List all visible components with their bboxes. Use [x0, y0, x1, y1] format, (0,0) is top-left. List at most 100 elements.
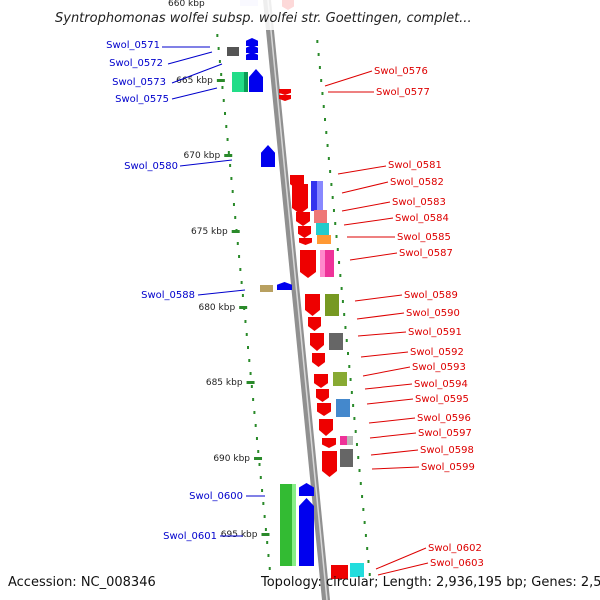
gene-label-swol-0581: Swol_0581 — [388, 160, 442, 171]
gene-arrow-plus — [277, 282, 292, 290]
tick-label: 665 kbp — [176, 76, 213, 86]
gene-arrow-plus — [246, 45, 258, 53]
track-dot — [336, 248, 339, 251]
gene-arrow-minus — [279, 95, 291, 101]
track-dot — [250, 385, 253, 388]
track-dot — [220, 73, 223, 76]
gene-label-swol-0591: Swol_0591 — [408, 327, 462, 338]
tick-label: 670 kbp — [184, 151, 221, 161]
gene-label-swol-0573: Swol_0573 — [112, 77, 166, 88]
track-dot — [357, 456, 360, 459]
gene-label-swol-0584: Swol_0584 — [395, 213, 449, 224]
gene-label-swol-0599: Swol_0599 — [421, 462, 475, 473]
track-dot — [359, 482, 362, 485]
gene-arrow-plus — [249, 69, 263, 92]
track-dot — [326, 144, 329, 147]
tick-mark — [254, 457, 263, 460]
gene-arrow-plus — [299, 498, 314, 566]
track-dot — [255, 437, 258, 440]
gene-block — [227, 47, 239, 56]
backbone-bar — [263, 0, 330, 600]
track-dot — [218, 60, 221, 63]
gene-block — [325, 294, 339, 316]
label-leader-line — [369, 432, 417, 439]
label-leader-line — [354, 294, 403, 302]
tick-mark — [231, 230, 240, 233]
gene-labels: Swol_0571 Swol_0572 Swol_0573 Swol_0575 Swol… — [106, 40, 484, 576]
gene-block — [331, 565, 348, 579]
label-leader-line — [197, 289, 246, 296]
track-dot — [264, 528, 267, 531]
gene-block — [232, 72, 246, 92]
track-dot — [245, 333, 248, 336]
label-leader-line — [349, 252, 398, 261]
gene-label-swol-0571: Swol_0571 — [106, 40, 160, 51]
gene-label-swol-0587: Swol_0587 — [399, 248, 453, 259]
gene-label-swol-0595: Swol_0595 — [415, 394, 469, 405]
gene-features — [227, 0, 364, 579]
gene-block — [244, 72, 248, 92]
backbone-highlight — [267, 0, 328, 600]
track-dot — [222, 99, 225, 102]
track-dot — [361, 495, 364, 498]
tick-label: 685 kbp — [206, 378, 243, 388]
label-leader-line — [370, 449, 419, 456]
track-dot — [253, 411, 256, 414]
label-leader-line — [324, 70, 373, 87]
gene-block — [317, 181, 323, 211]
track-dot — [268, 567, 271, 570]
gene-label-swol-0588: Swol_0588 — [141, 290, 195, 301]
gene-arrow-plus — [246, 52, 258, 60]
gene-label-swol-0593: Swol_0593 — [412, 362, 466, 373]
track-dot — [334, 222, 337, 225]
gene-block — [336, 399, 350, 417]
gene-label-swol-0602: Swol_0602 — [428, 543, 482, 554]
gene-block — [350, 563, 364, 577]
label-leader-line — [171, 63, 223, 84]
gene-label-swol-0597: Swol_0597 — [418, 428, 472, 439]
track-dot — [259, 476, 262, 479]
tick-marks: 665 kbp 670 kbp 675 kbp 680 kbp 685 kbp 690 k… — [176, 76, 270, 540]
gene-block — [292, 484, 296, 566]
gene-arrow-minus — [292, 184, 308, 214]
gene-block — [329, 333, 343, 350]
tick-mark — [224, 154, 233, 157]
gene-arrow-minus — [316, 389, 329, 402]
track-dot — [247, 346, 250, 349]
track-dot — [229, 164, 232, 167]
gene-block — [320, 250, 325, 277]
track-dot — [341, 300, 344, 303]
tick-label: 680 kbp — [198, 303, 235, 313]
track-dot — [321, 92, 324, 95]
track-dot — [257, 450, 260, 453]
track-dot — [318, 66, 321, 69]
gene-label-swol-0582: Swol_0582 — [390, 177, 444, 188]
gene-label-swol-0580: Swol_0580 — [124, 161, 178, 172]
gene-label-swol-0575: Swol_0575 — [115, 94, 169, 105]
gene-label-swol-0594: Swol_0594 — [414, 379, 468, 390]
gene-arrow-minus — [319, 419, 333, 436]
track-dot — [231, 190, 234, 193]
label-leader-line — [366, 398, 414, 405]
track-dot — [350, 391, 353, 394]
track-dot — [353, 417, 356, 420]
gene-arrow-minus — [310, 333, 324, 351]
gene-block — [317, 235, 331, 244]
track-dot — [330, 183, 333, 186]
gene-arrow-minus — [314, 374, 328, 388]
track-dot — [234, 216, 237, 219]
track-dot — [239, 268, 242, 271]
chart-title: Syntrophomonas wolfei subsp. wolfei str.… — [55, 11, 472, 26]
track-dot — [340, 287, 343, 290]
track-dot — [327, 157, 330, 160]
label-leader-line — [167, 51, 213, 65]
label-leader-line — [377, 562, 429, 576]
gene-arrow-minus — [308, 317, 321, 331]
tick-label: 690 kbp — [213, 454, 250, 464]
gene-block — [340, 449, 353, 467]
track-dot — [266, 541, 269, 544]
track-dot — [241, 294, 244, 297]
track-dot — [221, 86, 224, 89]
gene-label-swol-0603: Swol_0603 — [430, 558, 484, 569]
label-leader-line — [356, 312, 405, 320]
